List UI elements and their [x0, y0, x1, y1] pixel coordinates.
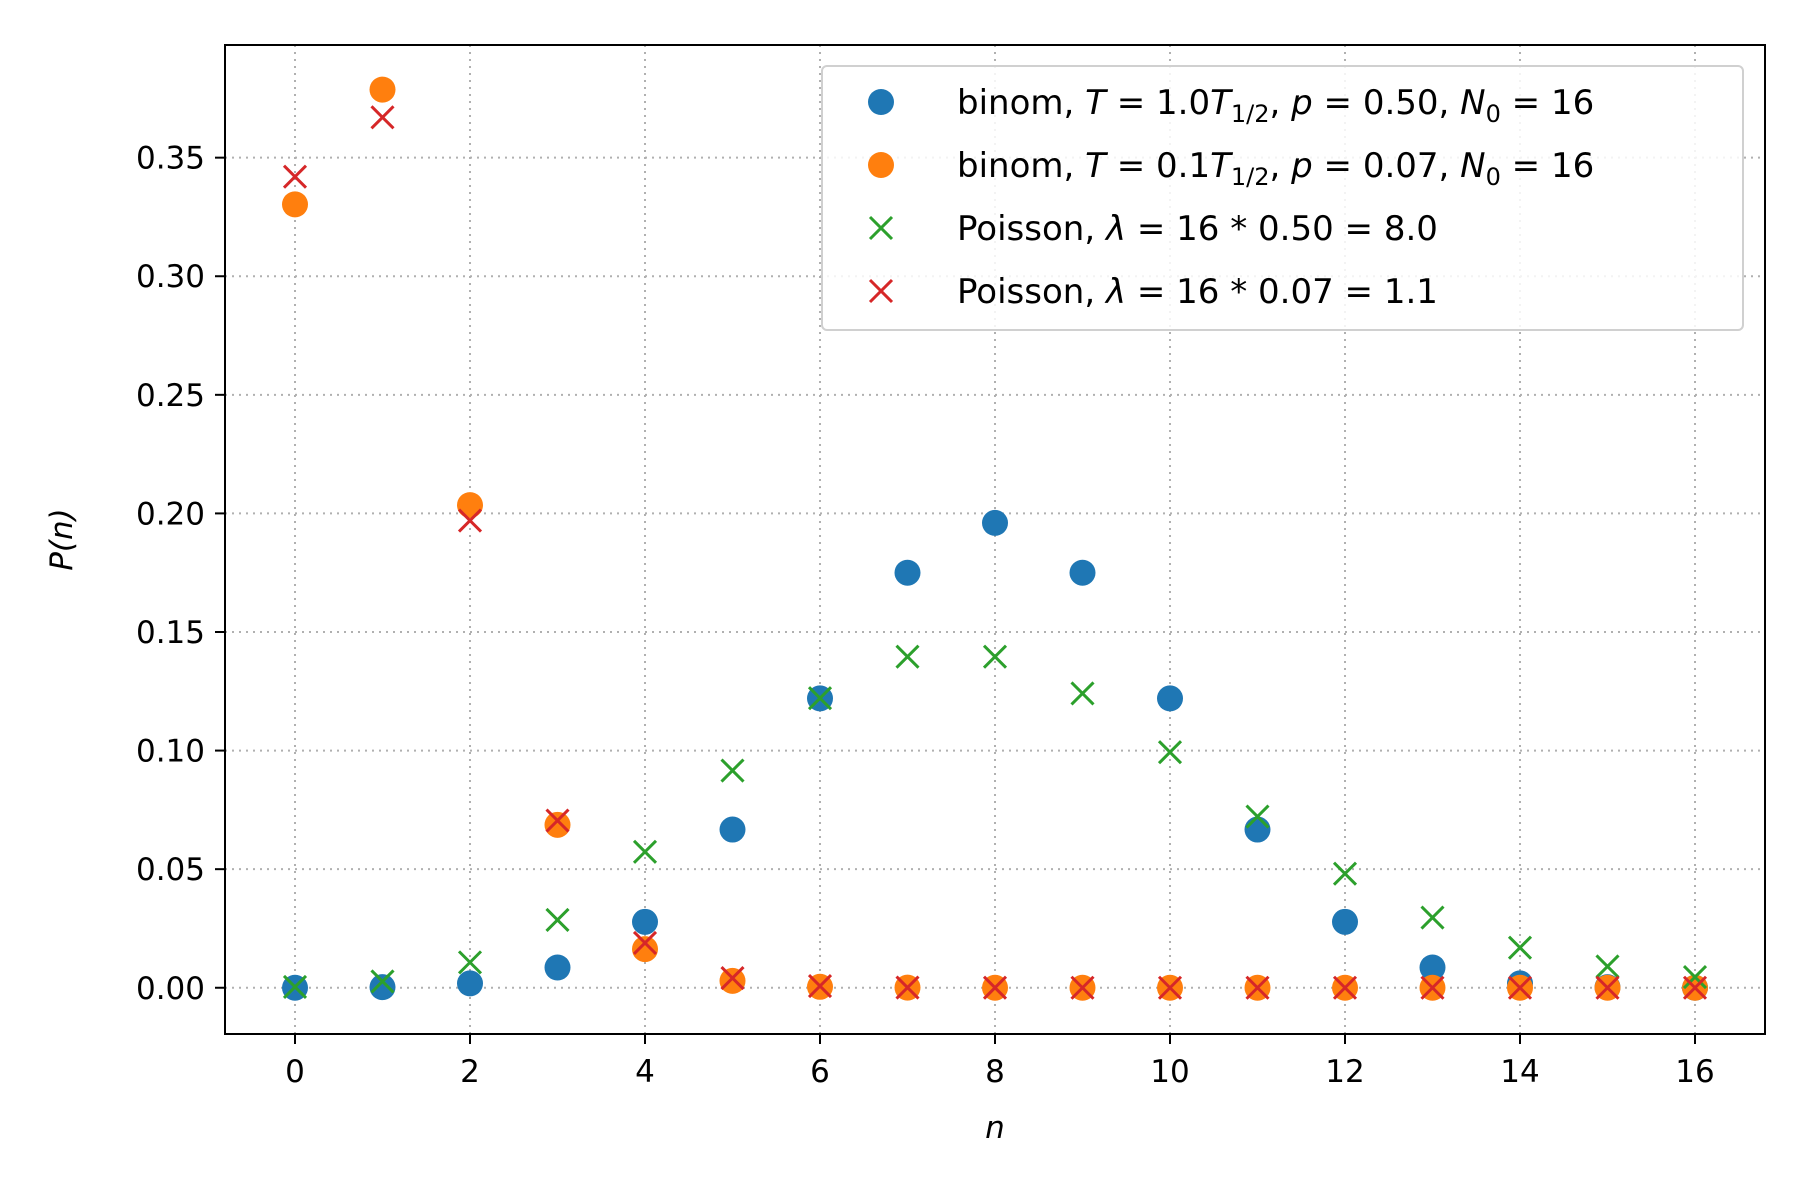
series-0-point	[544, 954, 571, 981]
series-2-point	[545, 907, 570, 932]
series-2-point	[1245, 804, 1270, 829]
y-tick-label: 0.05	[136, 852, 205, 888]
series-3-point	[1682, 975, 1708, 1000]
legend-marker-0	[868, 89, 894, 115]
series-3-point	[1157, 975, 1183, 1000]
series-2-point	[720, 758, 745, 783]
x-tick-label: 6	[810, 1054, 830, 1090]
legend-item-0[interactable]: binom, T = 1.0T1/2, p = 0.50, N0 = 16	[868, 83, 1594, 128]
series-2-point	[807, 686, 833, 711]
x-tick-label: 0	[285, 1054, 305, 1090]
ticks: 0 2 4 6 8 10 12 14 16 0.00 0.05 0.10 0.15 0.20 0.25 0.3…	[136, 141, 1715, 1090]
y-tick-label: 0.15	[136, 615, 205, 651]
series-0-point	[369, 974, 396, 1001]
series-2-point	[1595, 954, 1620, 979]
x-tick-label: 12	[1325, 1054, 1364, 1090]
legend[interactable]: binom, T = 1.0T1/2, p = 0.50, N0 = 16 bin…	[821, 65, 1744, 331]
y-tick-label: 0.10	[136, 734, 205, 770]
legend-box	[821, 65, 1744, 331]
x-tick-label: 2	[460, 1054, 480, 1090]
legend-label-2: Poisson, λ = 16 * 0.50 = 8.0	[957, 209, 1438, 249]
series-3-point	[457, 508, 483, 533]
series-2-point	[457, 950, 483, 975]
series-1-point	[632, 936, 658, 963]
series-3-point	[545, 808, 570, 833]
series-3-point	[370, 105, 395, 130]
x-axis-label: n	[985, 1110, 1005, 1146]
series-3-point	[1332, 975, 1358, 1000]
y-tick-label: 0.00	[136, 971, 205, 1007]
y-tick-label: 0.25	[136, 378, 205, 414]
series-3-point	[282, 164, 308, 189]
series-3-point	[982, 975, 1008, 1000]
series-3-point	[1595, 975, 1620, 1000]
series-3	[282, 105, 1708, 1000]
x-tick-label: 14	[1500, 1054, 1539, 1090]
legend-item-3[interactable]: Poisson, λ = 16 * 0.07 = 1.1	[868, 272, 1438, 312]
x-tick-label: 10	[1150, 1054, 1189, 1090]
series-3-point	[1245, 975, 1270, 1000]
y-tick-label: 0.35	[136, 141, 205, 177]
series-0-point	[1244, 816, 1271, 843]
series-0-point	[1157, 685, 1183, 712]
y-tick-label: 0.30	[136, 259, 205, 295]
series-2-point	[370, 969, 395, 994]
legend-label-0: binom, T = 1.0T1/2, p = 0.50, N0 = 16	[957, 83, 1594, 128]
series-0-point	[894, 559, 921, 586]
series-2-point	[1682, 965, 1708, 990]
legend-label-3: Poisson, λ = 16 * 0.07 = 1.1	[957, 272, 1438, 312]
legend-label-1: binom, T = 0.1T1/2, p = 0.07, N0 = 16	[957, 146, 1594, 191]
series-2-point	[1420, 905, 1445, 930]
series-0-point	[1332, 908, 1358, 935]
series-2	[282, 644, 1708, 1000]
series-1-point	[719, 967, 746, 994]
series-2-point	[982, 644, 1008, 669]
series-0-point	[1419, 954, 1446, 981]
x-tick-label: 16	[1675, 1054, 1714, 1090]
series-1-point	[369, 76, 396, 103]
legend-item-2[interactable]: Poisson, λ = 16 * 0.50 = 8.0	[868, 209, 1438, 249]
series-3-point	[720, 965, 745, 991]
series-2-point	[282, 974, 308, 1000]
series-2-point	[895, 644, 920, 669]
legend-marker-2	[868, 215, 894, 241]
series-3-point	[1420, 975, 1445, 1000]
series-3-point	[1507, 975, 1533, 1000]
series-2-point	[1332, 861, 1358, 886]
series-0-point	[719, 816, 746, 843]
legend-item-1[interactable]: binom, T = 0.1T1/2, p = 0.07, N0 = 16	[868, 146, 1594, 191]
series-2-point	[1070, 681, 1095, 706]
series-3-point	[895, 975, 920, 1000]
series-1-point	[544, 811, 571, 838]
x-tick-label: 8	[985, 1054, 1005, 1090]
series-1-point	[457, 492, 483, 519]
series-2-point	[632, 839, 658, 864]
series-3-point	[632, 930, 658, 955]
series-0-point	[632, 908, 658, 935]
series-2-point	[1157, 740, 1183, 765]
series-0-point	[982, 509, 1008, 536]
y-tick-label: 0.20	[136, 496, 205, 532]
series-layer	[282, 76, 1708, 1001]
series-0-point	[457, 970, 483, 997]
series-2-point	[1507, 935, 1533, 960]
series-1-point	[282, 191, 308, 218]
series-3-point	[1070, 975, 1095, 1000]
legend-marker-3	[868, 278, 894, 304]
x-tick-label: 4	[635, 1054, 655, 1090]
series-0-point	[1069, 559, 1096, 586]
series-3-point	[807, 974, 833, 999]
y-axis-label: P(n)	[44, 508, 80, 571]
legend-marker-1	[868, 152, 894, 178]
